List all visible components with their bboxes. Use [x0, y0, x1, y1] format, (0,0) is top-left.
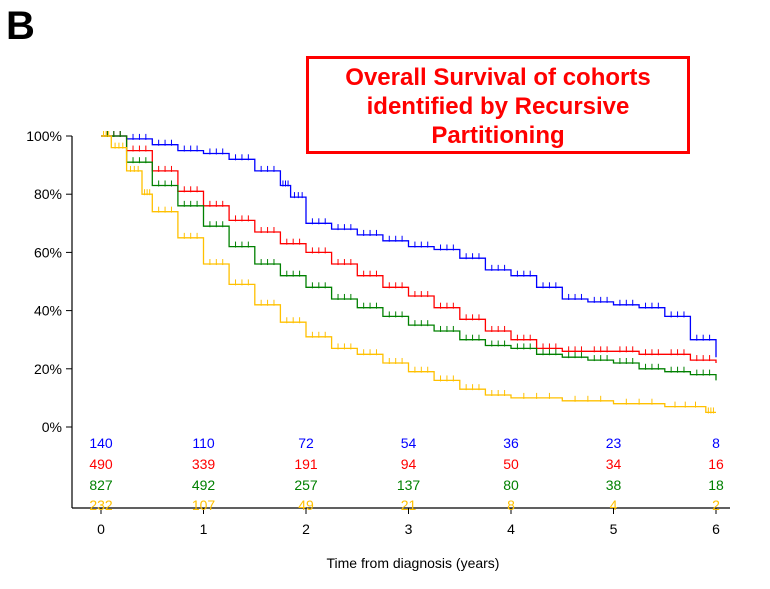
at-risk-count: 492	[192, 477, 216, 493]
at-risk-count: 8	[507, 497, 515, 513]
at-risk-count: 36	[503, 435, 519, 451]
chart-title-line-3: Partitioning	[431, 122, 565, 149]
y-tick-label: 80%	[34, 186, 62, 202]
x-tick-label: 0	[97, 521, 105, 537]
survival-curve-series-3	[101, 135, 717, 381]
at-risk-count: 16	[708, 456, 724, 472]
at-risk-count: 80	[503, 477, 519, 493]
chart-title-line-2: identified by Recursive	[366, 93, 630, 120]
at-risk-count: 191	[294, 456, 318, 472]
y-tick-label: 0%	[42, 419, 62, 435]
y-tick-label: 40%	[34, 303, 62, 319]
at-risk-count: 94	[401, 456, 417, 472]
y-tick-label: 60%	[34, 244, 62, 260]
at-risk-count: 38	[606, 477, 622, 493]
y-tick-label: 100%	[26, 128, 62, 144]
censor-marks-series-4	[103, 131, 714, 414]
at-risk-count: 8	[712, 435, 720, 451]
survival-curve-series-2	[101, 135, 717, 363]
chart-title-line-1: Overall Survival of cohorts	[345, 64, 651, 91]
chart-title: Overall Survival of cohorts identified b…	[306, 56, 690, 154]
x-axis-label: Time from diagnosis (years)	[327, 555, 500, 571]
at-risk-count: 72	[298, 435, 314, 451]
at-risk-count: 339	[192, 456, 216, 472]
x-tick-label: 1	[200, 521, 208, 537]
panel-letter: B	[6, 4, 35, 48]
survival-curve-series-4	[101, 135, 716, 414]
x-tick-label: 4	[507, 521, 515, 537]
at-risk-count: 49	[298, 497, 314, 513]
at-risk-count: 490	[89, 456, 113, 472]
at-risk-count: 137	[397, 477, 421, 493]
x-tick-label: 6	[712, 521, 720, 537]
at-risk-count: 140	[89, 435, 113, 451]
x-tick-label: 3	[405, 521, 413, 537]
at-risk-count: 110	[192, 435, 215, 451]
at-risk-count: 4	[610, 497, 618, 513]
at-risk-count: 34	[606, 456, 622, 472]
censor-marks-series-2	[106, 131, 711, 362]
y-tick-label: 20%	[34, 361, 62, 377]
axes: 0%20%40%60%80%100%0 1 2 3 4 5 6	[26, 128, 730, 537]
at-risk-count: 257	[294, 477, 318, 493]
survival-curves	[101, 131, 717, 414]
x-tick-label: 5	[610, 521, 618, 537]
at-risk-count: 18	[708, 477, 724, 493]
at-risk-count: 107	[192, 497, 216, 513]
at-risk-count: 50	[503, 456, 519, 472]
survival-curve-series-1	[101, 135, 717, 358]
x-tick-label: 2	[302, 521, 310, 537]
at-risk-count: 21	[401, 497, 417, 513]
at-risk-count: 2	[712, 497, 720, 513]
censor-marks-series-1	[106, 131, 711, 341]
at-risk-count: 232	[89, 497, 113, 513]
at-risk-count: 23	[606, 435, 622, 451]
censor-marks-series-3	[106, 131, 711, 376]
at-risk-count: 827	[89, 477, 113, 493]
at-risk-count: 54	[401, 435, 417, 451]
